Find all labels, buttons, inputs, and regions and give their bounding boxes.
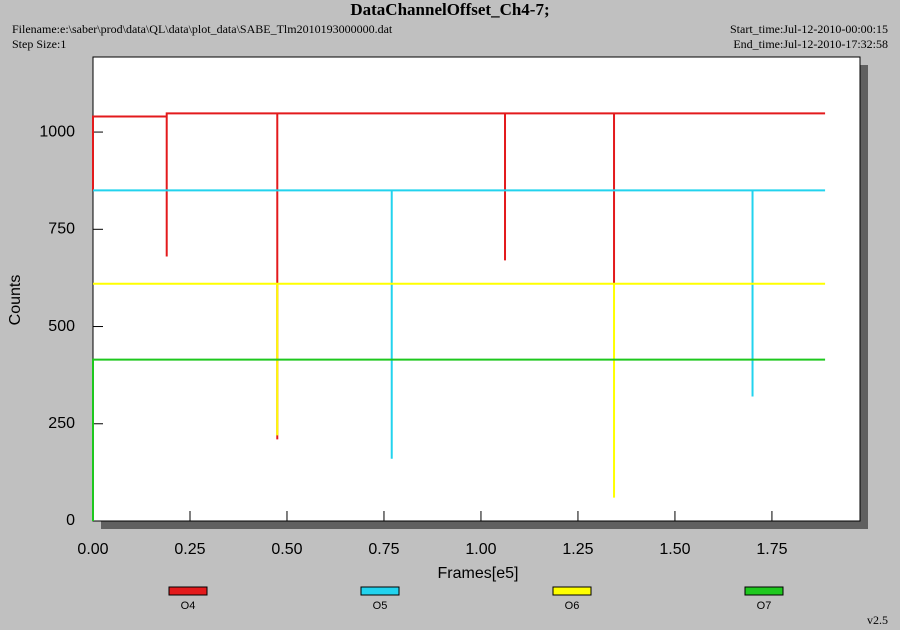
x-tick-label: 1.25 xyxy=(562,541,593,558)
y-tick-label: 1000 xyxy=(39,123,75,140)
start-time: Start_time:Jul-12-2010-00:00:15 xyxy=(730,22,888,36)
legend-swatch xyxy=(552,586,592,596)
chart-title: DataChannelOffset_Ch4-7; xyxy=(350,0,549,19)
x-tick-label: 0.75 xyxy=(368,541,399,558)
series-line xyxy=(93,189,826,459)
x-tick-label: 0.00 xyxy=(77,541,108,558)
x-tick-label: 1.50 xyxy=(659,541,690,558)
x-tick-label: 0.25 xyxy=(174,541,205,558)
series-line xyxy=(92,358,826,521)
filename: Filename:e:\saber\prod\data\QL\data\plot… xyxy=(12,22,393,36)
x-axis-label: Frames[e5] xyxy=(438,565,519,582)
legend-label: O7 xyxy=(757,600,772,612)
end-time: End_time:Jul-12-2010-17:32:58 xyxy=(733,37,888,51)
plot-area xyxy=(92,56,861,522)
x-tick-label: 0.50 xyxy=(271,541,302,558)
legend-label: O4 xyxy=(181,600,196,612)
legend-swatch xyxy=(168,586,208,596)
y-tick-label: 0 xyxy=(66,512,75,529)
x-tick-label: 1.75 xyxy=(756,541,787,558)
version: v2.5 xyxy=(867,613,888,627)
y-tick-label: 250 xyxy=(48,415,75,432)
series-line xyxy=(92,112,826,440)
series-line xyxy=(93,282,826,498)
legend-swatch xyxy=(744,586,784,596)
y-tick-label: 500 xyxy=(48,318,75,335)
y-axis-label: Counts xyxy=(7,275,24,326)
legend-label: O6 xyxy=(565,600,580,612)
legend-swatch xyxy=(360,586,400,596)
legend-label: O5 xyxy=(373,600,388,612)
x-tick-label: 1.00 xyxy=(465,541,496,558)
y-tick-label: 750 xyxy=(48,221,75,238)
step-size: Step Size:1 xyxy=(12,37,66,51)
